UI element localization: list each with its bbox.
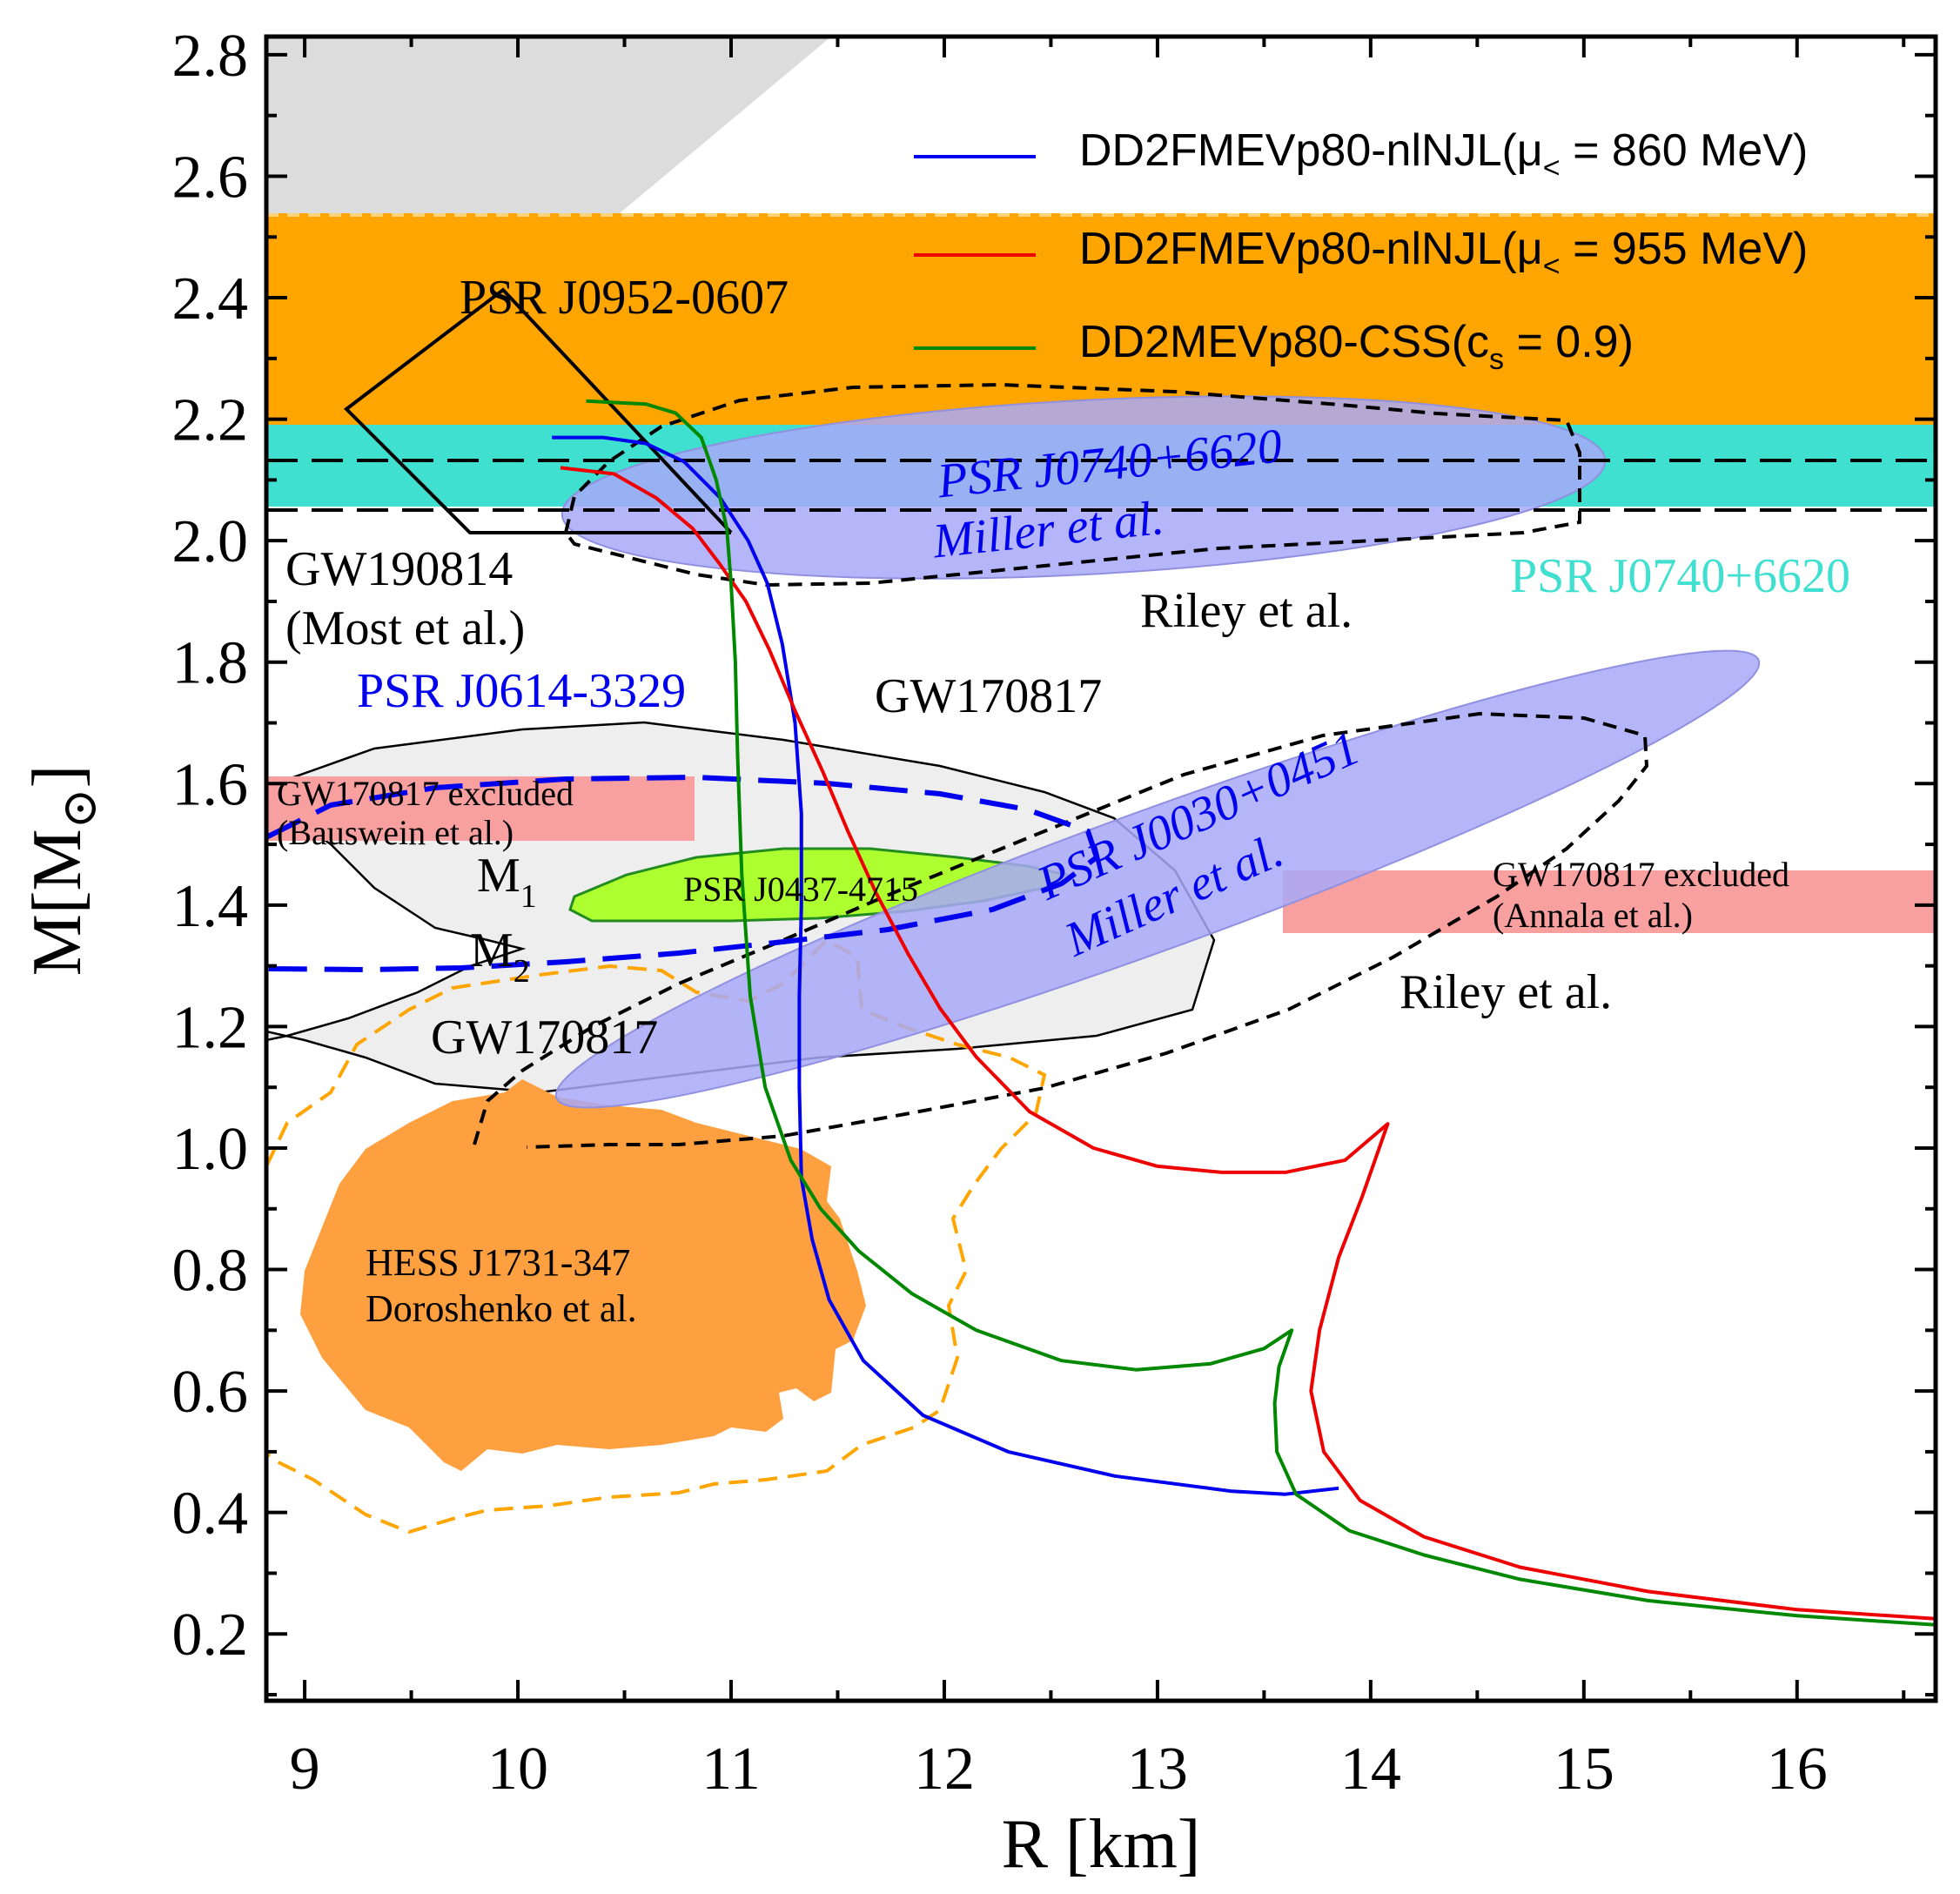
y-axis-label-main: M[M xyxy=(19,829,96,976)
gw190814-label-1: GW190814 xyxy=(285,542,513,596)
legend-label-blue: DD2FMEVp80-nlNJL(μ< = 860 MeV) xyxy=(1079,125,1808,185)
psr-j0614-label: PSR J0614-3329 xyxy=(357,664,686,718)
y-tick-label: 2.0 xyxy=(172,508,249,575)
y-tick-label: 2.2 xyxy=(172,387,249,454)
hess-label-1: HESS J1731-347 xyxy=(366,1241,630,1284)
m1-label: M1 xyxy=(477,849,537,915)
x-tick-label: 10 xyxy=(487,1736,548,1803)
y-tick-label: 1.2 xyxy=(172,994,249,1061)
y-tick-label: 1.6 xyxy=(172,751,249,818)
legend-label-green: DD2MEVp80-CSS(cs = 0.9) xyxy=(1079,317,1634,376)
plot-frame xyxy=(264,34,1938,1703)
y-tick-label: 2.6 xyxy=(172,144,249,211)
x-tick-labels: 9 10 11 12 13 14 15 16 xyxy=(290,1736,1828,1803)
psr-j0952-label: PSR J0952-0607 xyxy=(460,271,789,325)
m2-label: M2 xyxy=(470,923,530,990)
y-axis-label: M[M⊙] xyxy=(19,765,107,976)
hess-label-2: Doroshenko et al. xyxy=(366,1287,637,1330)
m2-label-sub: 2 xyxy=(513,953,530,990)
annala-excluded-band xyxy=(1283,870,1936,933)
legend-label-red-rest: = 955 MeV) xyxy=(1561,224,1809,274)
m1-label-sub: 1 xyxy=(520,878,537,915)
eos-curves xyxy=(552,399,1936,1627)
psr-j0614-contour xyxy=(266,774,1100,973)
psr-j0740-cyan-label: PSR J0740+6620 xyxy=(1510,549,1850,603)
y-tick-label: 1.8 xyxy=(172,630,249,697)
bauswein-label-2: (Bauswein et al.) xyxy=(277,813,513,852)
legend-label-green-rest: = 0.9) xyxy=(1504,317,1634,367)
psr-j0030-riley-contour xyxy=(473,711,1649,1149)
y-tick-label: 0.8 xyxy=(172,1238,249,1305)
bauswein-label-1: GW170817 excluded xyxy=(277,774,574,813)
x-tick-label: 14 xyxy=(1340,1736,1401,1803)
m1-label-main: M xyxy=(477,849,520,903)
gw170817-label-bottom: GW170817 xyxy=(431,1011,658,1065)
y-tick-label: 0.2 xyxy=(172,1602,249,1669)
psr-j0740-riley-label: Riley et al. xyxy=(1140,584,1353,638)
eos-curve-0 xyxy=(552,435,1339,1496)
legend-label-green-main: DD2MEVp80-CSS(c xyxy=(1079,317,1489,367)
gw190814-label-2: (Most et al.) xyxy=(285,601,525,655)
annala-label-1: GW170817 excluded xyxy=(1493,855,1789,894)
psr-j0437-label: PSR J0437-4715 xyxy=(683,870,918,909)
x-axis-label: R [km] xyxy=(1002,1806,1201,1883)
causality-excluded-region xyxy=(266,37,831,213)
hess-outer-contour xyxy=(266,937,1047,1535)
y-axis-label-sub: ⊙ xyxy=(53,788,107,829)
y-tick-label: 1.4 xyxy=(172,873,249,940)
legend-label-red-sub: < xyxy=(1543,250,1561,283)
legend-label-green-sub: s xyxy=(1489,343,1504,376)
psr-j0740-riley-contour xyxy=(563,382,1581,588)
y-tick-label: 0.4 xyxy=(172,1481,249,1548)
y-tick-label: 2.8 xyxy=(172,23,249,90)
y-tick-label: 1.0 xyxy=(172,1116,249,1183)
legend-label-blue-sub: < xyxy=(1543,151,1561,185)
x-tick-label: 16 xyxy=(1767,1736,1828,1803)
legend: DD2FMEVp80-nlNJL(μ< = 860 MeV) DD2FMEVp8… xyxy=(914,125,1808,376)
m2-label-main: M xyxy=(470,923,513,977)
legend-label-red: DD2FMEVp80-nlNJL(μ< = 955 MeV) xyxy=(1079,224,1808,283)
annala-label-2: (Annala et al.) xyxy=(1493,896,1693,935)
x-tick-label: 13 xyxy=(1127,1736,1188,1803)
plot-area xyxy=(266,37,1936,1627)
y-tick-labels: 0.2 0.4 0.6 0.8 1.0 1.2 1.4 1.6 1.8 2.0 2.2 2.4 2.6 2… xyxy=(172,23,249,1669)
x-tick-label: 15 xyxy=(1554,1736,1614,1803)
hess-j1731-region xyxy=(300,1079,866,1471)
y-axis-label-close: ] xyxy=(19,765,96,789)
y-tick-label: 0.6 xyxy=(172,1359,249,1426)
x-tick-label: 11 xyxy=(701,1736,760,1803)
y-tick-label: 2.4 xyxy=(172,265,249,332)
eos-curve-2 xyxy=(586,399,1936,1627)
axis-ticks xyxy=(266,37,1936,1701)
psr-j0030-riley-label: Riley et al. xyxy=(1400,965,1612,1019)
legend-label-blue-rest: = 860 MeV) xyxy=(1561,125,1809,176)
gw170817-label-top: GW170817 xyxy=(875,669,1102,723)
eos-curve-1 xyxy=(560,466,1936,1621)
legend-label-red-main: DD2FMEVp80-nlNJL(μ xyxy=(1079,224,1543,274)
gw190814-contour xyxy=(343,287,733,534)
legend-label-blue-main: DD2FMEVp80-nlNJL(μ xyxy=(1079,125,1543,176)
x-tick-label: 12 xyxy=(914,1736,975,1803)
psr-j0030-miller-region xyxy=(554,649,1761,1109)
x-tick-label: 9 xyxy=(290,1736,320,1803)
